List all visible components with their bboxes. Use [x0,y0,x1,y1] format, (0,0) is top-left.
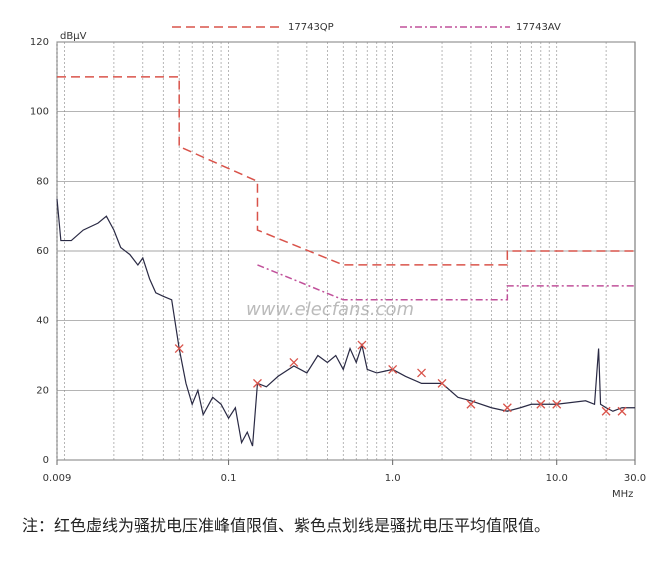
data-marker [388,364,398,374]
data-marker [601,406,611,416]
y-axis-label: dBμV [60,31,87,42]
data-marker [552,399,562,409]
legend-label: 17743AV [516,22,561,33]
x-tick-label: 0.1 [221,473,237,484]
trace-line [56,198,635,447]
y-tick-label: 60 [36,246,49,257]
data-marker [289,358,299,367]
data-marker [536,399,546,409]
y-tick-label: 100 [30,107,49,118]
data-marker [437,378,447,388]
chart: dBμV MHz www.elecfans.com 0 20 40 60 80 100 12… [30,22,646,500]
data-marker [502,403,512,413]
x-axis-label: MHz [612,489,633,500]
x-tick-label: 30.0 [624,473,646,484]
y-tick-label: 80 [36,176,49,187]
data-marker [617,406,627,416]
data-marker [174,344,184,353]
note: 注：红色虚线为骚扰电压准峰值限值、紫色点划线是骚扰电压平均值限值。 [22,516,551,535]
data-marker [417,368,426,378]
legend-label: 17743QP [288,22,334,33]
y-tick-label: 0 [43,455,49,466]
x-tick-label: 0.009 [43,473,72,484]
limit-line [257,264,635,301]
data-marker [253,378,262,388]
data-marker [357,340,367,350]
y-tick-label: 40 [36,316,49,327]
data-marker [466,399,476,409]
y-tick-label: 20 [36,385,49,396]
watermark: www.elecfans.com [246,299,414,320]
limit-line [57,76,635,266]
y-tick-label: 120 [30,37,49,48]
x-tick-label: 1.0 [385,473,401,484]
x-tick-label: 10.0 [546,473,568,484]
